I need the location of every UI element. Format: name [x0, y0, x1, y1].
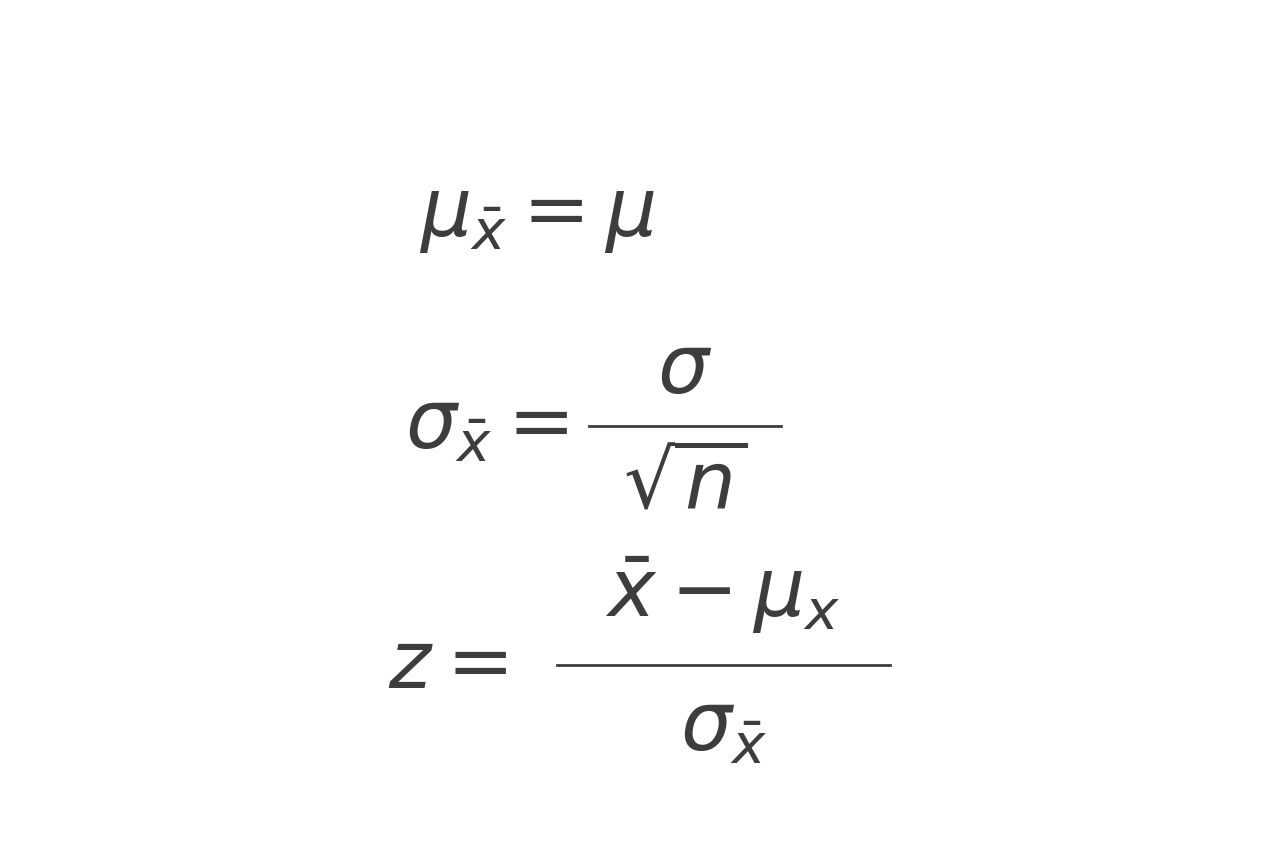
- Text: $\sigma$: $\sigma$: [657, 332, 713, 409]
- Text: $\sigma_{\bar{x}}$: $\sigma_{\bar{x}}$: [680, 689, 767, 768]
- Text: $z =$: $z =$: [388, 626, 508, 705]
- Text: $\mu_{\bar{x}} = \mu$: $\mu_{\bar{x}} = \mu$: [420, 177, 655, 255]
- Text: www.inchcalculator.com: www.inchcalculator.com: [493, 812, 787, 833]
- Text: $\bar{x} - \mu_x$: $\bar{x} - \mu_x$: [605, 554, 841, 635]
- Text: $\sigma_{\bar{x}} =$: $\sigma_{\bar{x}} =$: [404, 387, 568, 466]
- Text: $\sqrt{n}$: $\sqrt{n}$: [622, 447, 748, 525]
- Text: Central Limit Theorem: Central Limit Theorem: [220, 9, 1060, 80]
